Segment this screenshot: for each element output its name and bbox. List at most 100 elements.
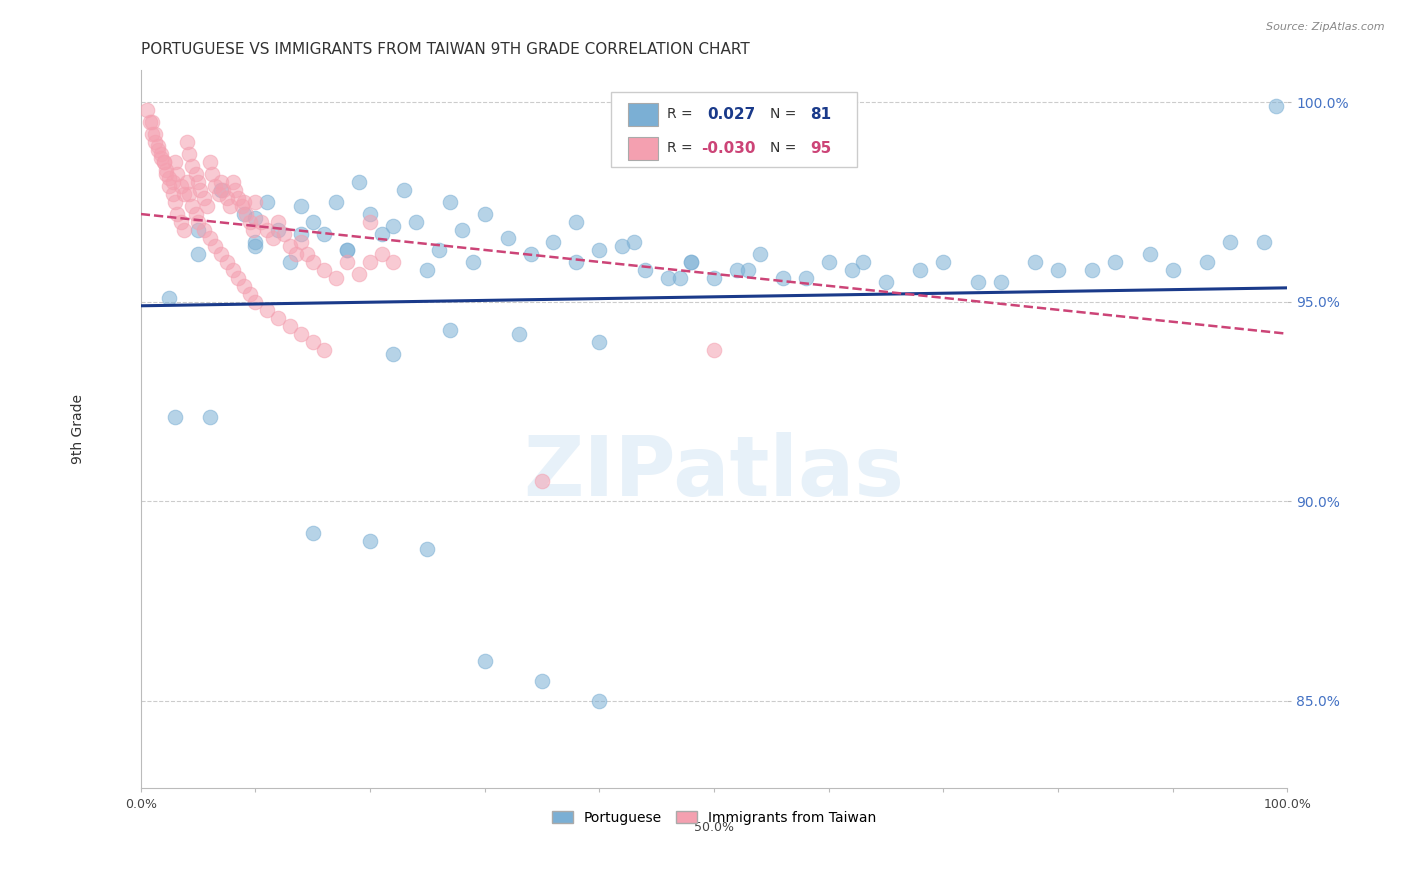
Point bbox=[141, 128, 163, 142]
Point bbox=[250, 215, 273, 229]
Point bbox=[198, 155, 221, 169]
Point bbox=[187, 175, 209, 189]
Point bbox=[193, 191, 215, 205]
Point bbox=[588, 334, 610, 349]
Point bbox=[284, 247, 307, 261]
Point bbox=[875, 275, 897, 289]
Point bbox=[135, 103, 157, 118]
Text: 0.027: 0.027 bbox=[707, 107, 755, 122]
Text: R =: R = bbox=[666, 107, 693, 121]
Point bbox=[262, 231, 284, 245]
Point bbox=[187, 247, 209, 261]
Point bbox=[190, 183, 212, 197]
Point bbox=[427, 243, 450, 257]
Point bbox=[852, 255, 875, 269]
Point bbox=[226, 271, 249, 285]
Point bbox=[382, 346, 405, 360]
Point bbox=[155, 167, 177, 181]
Point bbox=[245, 239, 267, 253]
Point bbox=[336, 255, 359, 269]
Text: 50.0%: 50.0% bbox=[695, 821, 734, 834]
Point bbox=[150, 151, 173, 165]
Point bbox=[382, 219, 405, 233]
Point bbox=[177, 187, 200, 202]
Point bbox=[359, 534, 381, 549]
Point bbox=[245, 235, 267, 249]
Point bbox=[143, 128, 166, 142]
Point bbox=[245, 211, 267, 225]
Point bbox=[193, 223, 215, 237]
Point bbox=[531, 475, 554, 489]
Point bbox=[201, 167, 224, 181]
Point bbox=[278, 255, 301, 269]
Point bbox=[336, 243, 359, 257]
Point bbox=[301, 255, 323, 269]
Point bbox=[204, 239, 226, 253]
Point bbox=[370, 227, 392, 241]
Point bbox=[208, 187, 231, 202]
Point bbox=[439, 323, 461, 337]
Point bbox=[496, 231, 519, 245]
Point bbox=[209, 247, 232, 261]
Point bbox=[159, 291, 181, 305]
Point bbox=[703, 271, 725, 285]
Point bbox=[508, 326, 530, 341]
Point bbox=[173, 223, 195, 237]
Point bbox=[841, 263, 863, 277]
Point bbox=[359, 207, 381, 221]
Point bbox=[347, 267, 370, 281]
Point bbox=[233, 207, 256, 221]
Point bbox=[1264, 99, 1286, 113]
Point bbox=[159, 179, 181, 194]
Point bbox=[143, 135, 166, 149]
Point bbox=[325, 271, 347, 285]
Point bbox=[748, 247, 770, 261]
Text: 81: 81 bbox=[810, 107, 831, 122]
Point bbox=[565, 255, 588, 269]
Point bbox=[1024, 255, 1046, 269]
Point bbox=[416, 263, 439, 277]
Point bbox=[314, 227, 336, 241]
Point bbox=[910, 263, 932, 277]
Point bbox=[226, 191, 249, 205]
Point bbox=[165, 155, 187, 169]
Point bbox=[221, 175, 243, 189]
Point bbox=[139, 115, 162, 129]
Point bbox=[382, 255, 405, 269]
Point bbox=[152, 155, 174, 169]
Point bbox=[239, 286, 262, 301]
Point bbox=[295, 247, 318, 261]
Point bbox=[657, 271, 679, 285]
Point bbox=[314, 343, 336, 357]
Point bbox=[1104, 255, 1126, 269]
Point bbox=[219, 199, 242, 213]
Point bbox=[325, 195, 347, 210]
Point bbox=[990, 275, 1012, 289]
Point bbox=[450, 223, 472, 237]
Point bbox=[152, 155, 174, 169]
Point bbox=[177, 147, 200, 161]
Point bbox=[233, 195, 256, 210]
Point bbox=[184, 167, 207, 181]
Point bbox=[187, 223, 209, 237]
Point bbox=[273, 227, 295, 241]
Point bbox=[256, 302, 278, 317]
Point bbox=[170, 215, 193, 229]
Point bbox=[359, 215, 381, 229]
Point bbox=[817, 255, 839, 269]
Point bbox=[162, 175, 184, 189]
Point bbox=[474, 654, 496, 668]
Y-axis label: 9th Grade: 9th Grade bbox=[72, 394, 86, 465]
Point bbox=[245, 294, 267, 309]
Point bbox=[165, 410, 187, 425]
Point bbox=[370, 247, 392, 261]
Text: PORTUGUESE VS IMMIGRANTS FROM TAIWAN 9TH GRADE CORRELATION CHART: PORTUGUESE VS IMMIGRANTS FROM TAIWAN 9TH… bbox=[141, 42, 749, 57]
Point bbox=[204, 179, 226, 194]
Point bbox=[215, 255, 238, 269]
Point bbox=[703, 343, 725, 357]
Point bbox=[224, 183, 246, 197]
Point bbox=[267, 310, 290, 325]
Point bbox=[394, 183, 416, 197]
Point bbox=[668, 271, 690, 285]
Point bbox=[588, 243, 610, 257]
